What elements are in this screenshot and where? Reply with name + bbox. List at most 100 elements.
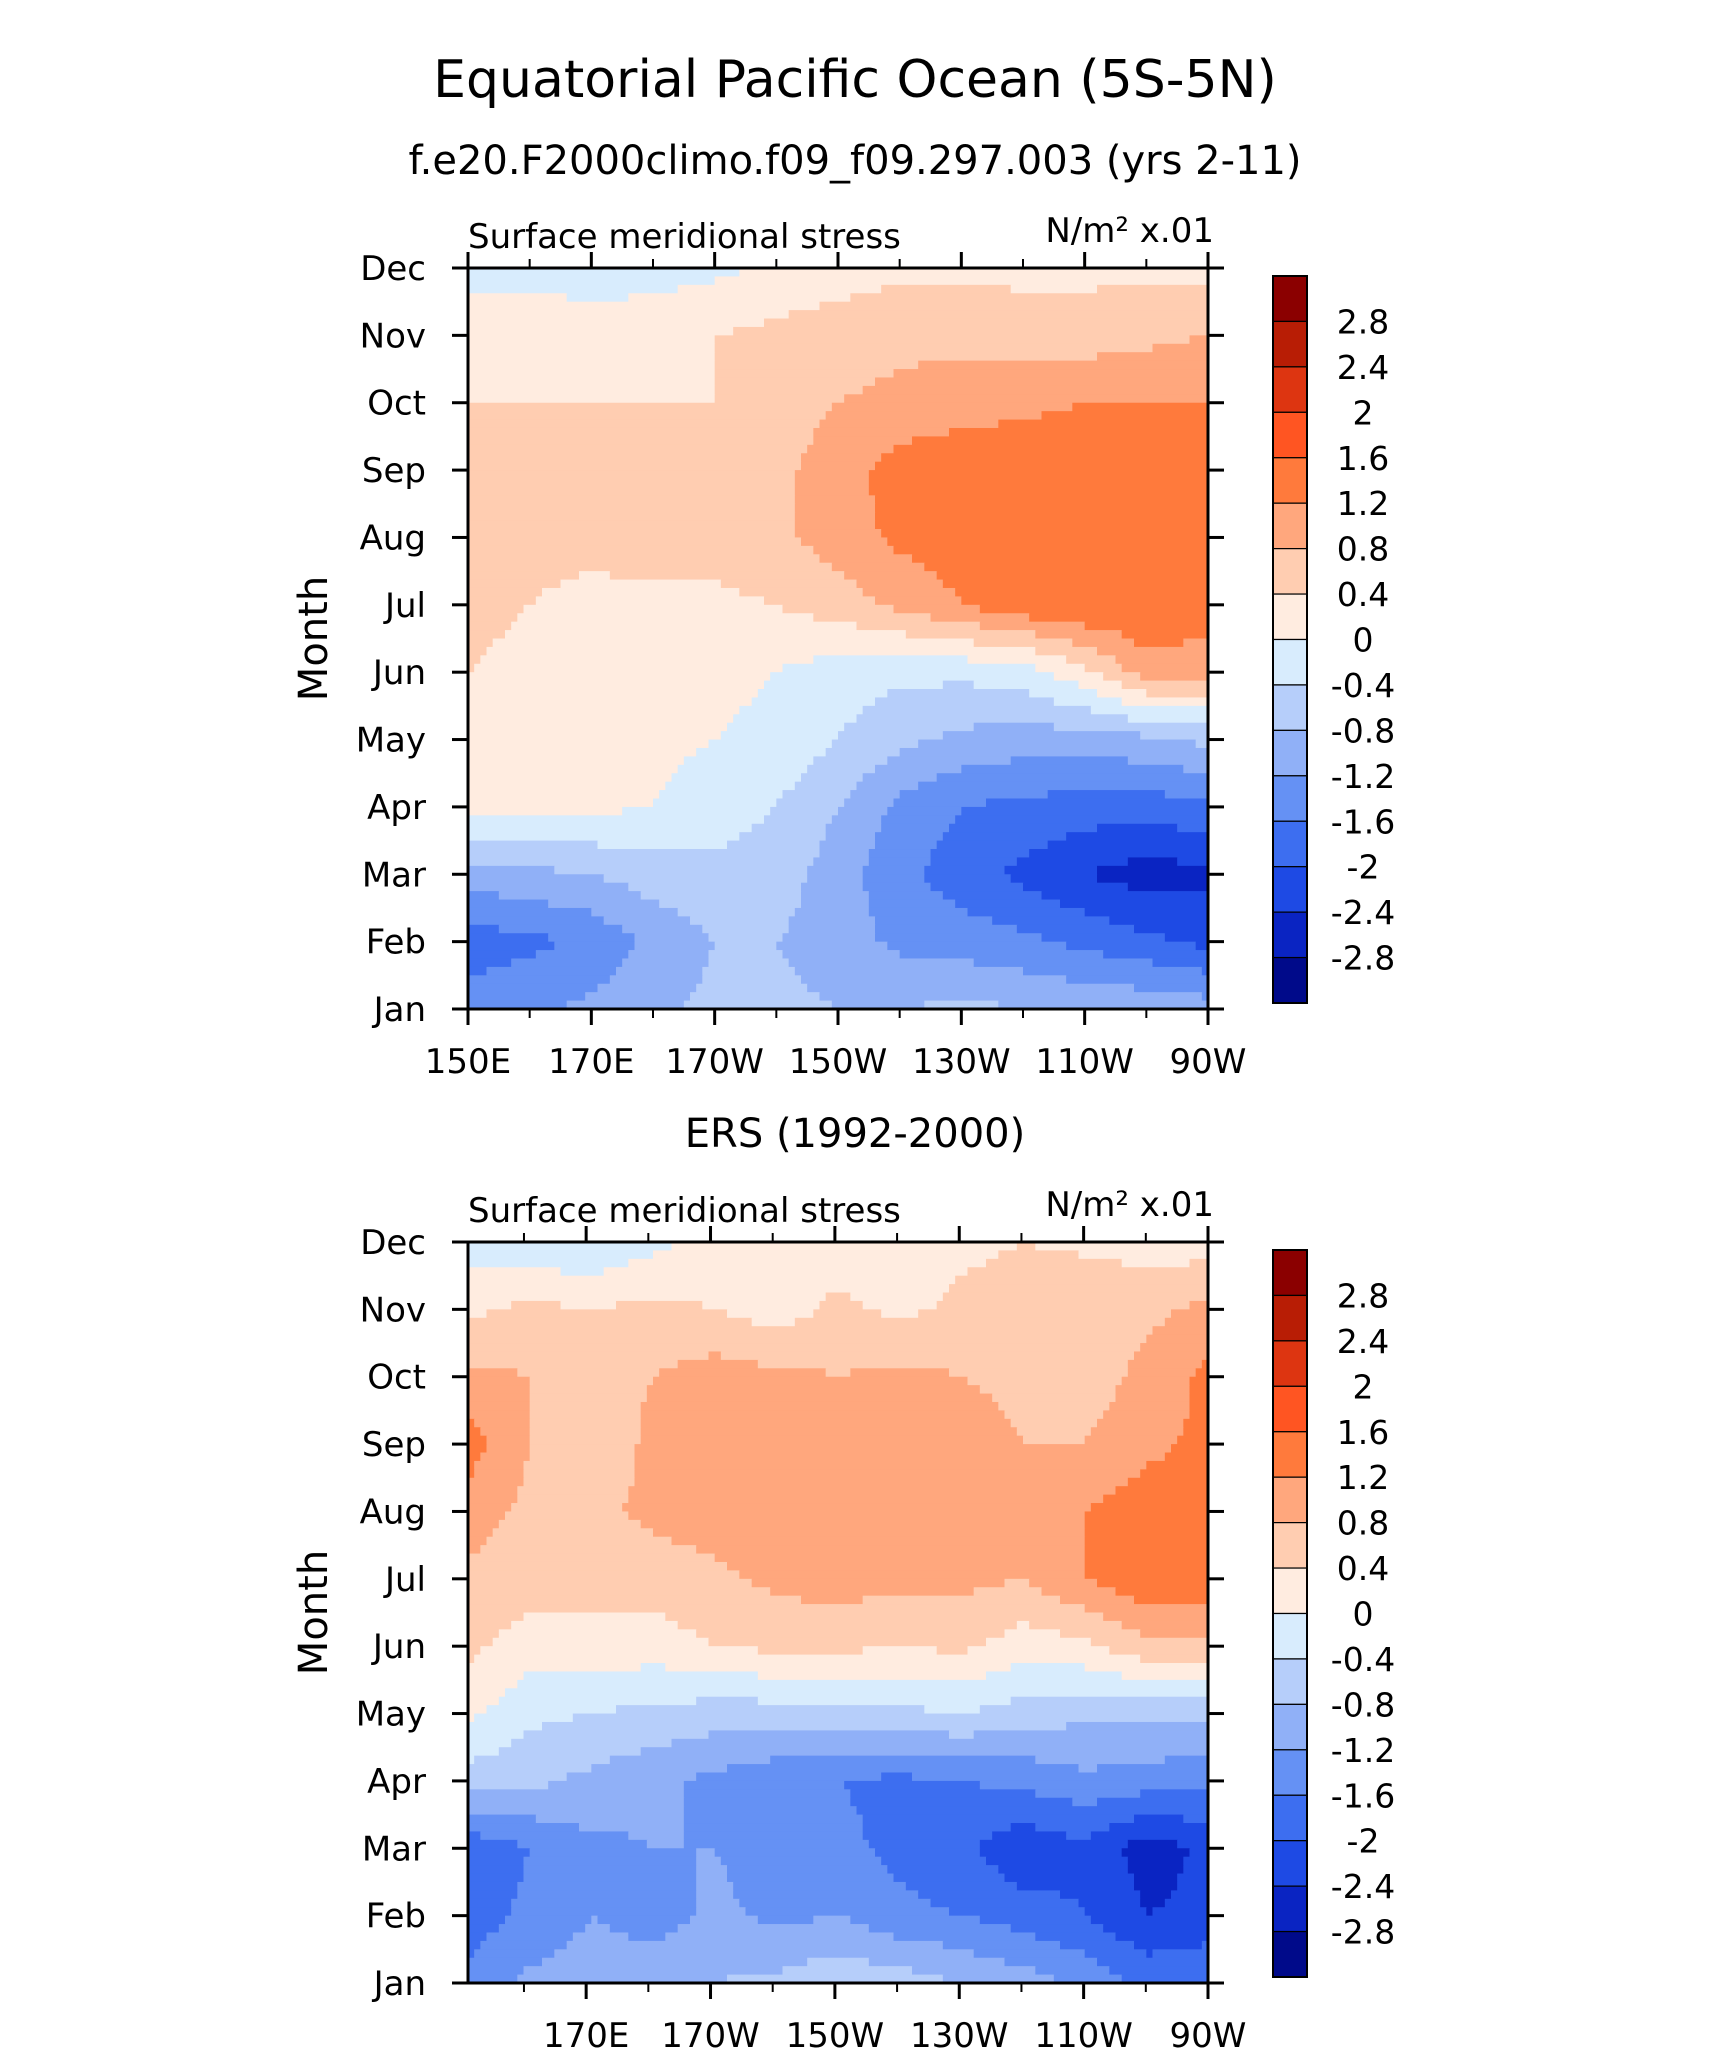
contour-cell [468,1831,481,1841]
contour-cell [468,1924,500,1934]
colorbar-label: 2.4 [1337,1322,1389,1361]
contour-cell [1134,1814,1184,1824]
contour-cell [745,1907,950,1917]
plot-frame [466,1240,1210,1985]
contour-cell [1109,1401,1191,1412]
contour-cell [757,1359,1129,1369]
contour-cell [967,1376,1123,1386]
contour-cell [714,335,1191,345]
contour-cell [1090,1831,1208,1841]
contour-cell [1084,1528,1208,1538]
contour-cell [498,891,642,901]
contour-cell [998,1000,1208,1009]
contour-cell [807,874,864,884]
contour-cell [468,1730,525,1740]
contour-cell [727,1561,1086,1571]
figure-title: Equatorial Pacific Ocean (5S-5N) [433,50,1277,110]
contour-cell [1072,1797,1098,1807]
contour-cell [825,1292,851,1302]
contour-cell [1183,1427,1208,1437]
contour-cell [486,1705,617,1715]
contour-cell [936,773,1208,783]
contour-cell [1053,1974,1123,1983]
contour-cell [819,1300,864,1310]
contour-cell [1164,1755,1208,1765]
x-tick-label: 90W [1170,2016,1247,2056]
contour-cell [480,1452,531,1462]
contour-cell [973,1587,1043,1597]
contour-cell [733,1890,919,1900]
contour-cell [1152,1949,1208,1959]
contour-cell [1121,630,1208,640]
x-tick-label: 170W [665,1042,764,1082]
contour-cell [992,916,1110,926]
contour-cell [517,1494,629,1504]
x-tick-label: 130W [912,1042,1011,1082]
contour-cell [696,1898,740,1908]
contour-cell [511,1300,562,1310]
contour-cell [1201,992,1208,1002]
contour-cell [1152,343,1208,353]
contour-cell [708,1730,950,1740]
contour-cell [1016,1620,1030,1630]
colorbar-label: 2 [1353,393,1374,432]
contour-cell [801,882,864,892]
colorbar-swatch [1272,593,1308,641]
contour-cell [468,1401,531,1412]
contour-cell [850,1915,981,1925]
contour-cell [1115,1486,1208,1496]
contour-cell [474,1949,555,1959]
colorbar-frame [1272,275,1308,1004]
contour-cell [468,360,716,370]
contour-cell [1066,975,1208,985]
contour-cell [468,579,562,589]
colorbar-swatch [1272,1885,1308,1933]
contour-cell [468,486,796,496]
contour-cell [1060,1595,1135,1605]
contour-cell [468,1292,827,1302]
contour-cell [1010,1696,1208,1706]
contour-cell [468,950,537,960]
contour-cell [844,571,938,581]
contour-cell [862,874,925,884]
contour-cell [640,1663,666,1673]
contour-cell [696,1865,728,1875]
contour-cell [683,756,814,766]
contour-cell [659,790,784,800]
contour-cell [862,1595,1061,1605]
contour-cell [468,444,808,454]
contour-cell [887,689,1030,699]
contour-cell [1078,1898,1141,1908]
contour-cell [942,1974,1055,1983]
contour-cell [1004,1873,1135,1883]
contour-cell [1189,1848,1208,1858]
contour-cell [782,1966,913,1976]
contour-cell [1134,1873,1178,1883]
contour-cell [468,1604,1086,1614]
contour-cell [628,1486,1117,1496]
contour-cell [640,1401,999,1412]
contour-cell [850,790,901,800]
contour-cell [585,992,691,1002]
contour-cell [739,1570,1086,1580]
colorbar-label: -2.8 [1331,939,1395,978]
contour-cell [881,1772,913,1782]
colorbar-label: 0.8 [1337,1504,1389,1543]
contour-cell [819,992,1203,1002]
contour-cell [733,326,1208,336]
contour-field [468,268,1208,1009]
contour-cell [468,798,654,808]
contour-cell [1183,1814,1208,1824]
y-tick-label: Jul [383,586,426,626]
contour-cell [856,621,981,631]
contour-cell [1140,672,1208,682]
contour-cell [480,1646,759,1656]
contour-cell [566,1772,697,1782]
contour-cell [714,377,876,387]
contour-cell [992,1393,1117,1403]
contour-cell [739,587,864,597]
contour-cell [813,613,932,623]
contour-cell [468,318,765,328]
contour-cell [468,857,814,867]
contour-cell [492,1637,710,1647]
